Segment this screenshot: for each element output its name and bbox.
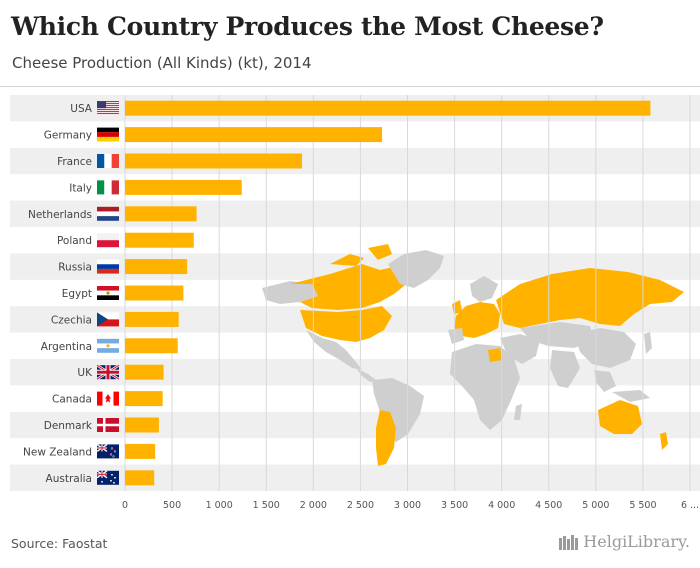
category-label: Australia: [46, 473, 92, 485]
category-label: UK: [77, 367, 93, 379]
bar: [125, 153, 303, 169]
category-label: Netherlands: [28, 209, 92, 221]
brand-name: HelgiLibrary.: [583, 532, 690, 551]
bar: [125, 285, 184, 301]
bar-chart: USA Germany France Italy Netherlands Poland Ru…: [10, 95, 700, 511]
map-china: [574, 328, 636, 368]
poland-flag-icon: [97, 233, 119, 248]
denmark-flag-icon: [97, 418, 119, 432]
map-arctic-islands: [330, 244, 392, 266]
map-egypt: [488, 348, 502, 362]
x-tick-label: 1 000: [206, 500, 233, 511]
x-tick-label: 5 500: [629, 500, 656, 511]
bar: [125, 179, 242, 195]
brand-logo: HelgiLibrary.: [558, 532, 690, 551]
map-japan: [644, 332, 652, 354]
argentina-flag-icon: [97, 338, 119, 353]
world-map-icon: [262, 244, 684, 466]
map-central-asia: [520, 322, 594, 348]
map-new-zealand: [660, 432, 668, 450]
category-label: Russia: [58, 262, 92, 274]
map-central-america: [356, 368, 376, 382]
chart-subtitle: Cheese Production (All Kinds) (kt), 2014: [12, 54, 312, 72]
bar: [125, 127, 383, 143]
map-canada: [290, 264, 410, 310]
source-note: Source: Faostat: [11, 536, 108, 551]
map-australia: [598, 400, 642, 434]
x-tick-label: 4 000: [488, 500, 515, 511]
italy-flag-icon: [97, 180, 119, 195]
x-tick-label: 500: [163, 500, 181, 511]
australia-flag-icon: [96, 470, 119, 485]
netherlands-flag-icon: [97, 206, 119, 221]
category-label: Argentina: [41, 341, 92, 353]
x-tick-label: 2 000: [300, 500, 327, 511]
x-tick-label: 4 500: [535, 500, 562, 511]
header-divider: [0, 86, 700, 87]
bar: [125, 443, 156, 459]
map-greenland: [388, 250, 444, 288]
x-tick-label: 6 ...: [681, 500, 699, 511]
map-argentina: [376, 410, 396, 466]
x-tick-label: 5 000: [582, 500, 609, 511]
map-iberia: [448, 328, 464, 344]
bar: [125, 364, 164, 380]
bar: [125, 338, 178, 354]
map-scandinavia: [470, 276, 498, 302]
bar: [125, 259, 188, 275]
map-southeast-asia: [594, 370, 650, 402]
map-europe: [454, 302, 500, 338]
bar: [125, 470, 155, 486]
category-label: Denmark: [44, 420, 93, 432]
map-india: [550, 350, 580, 388]
category-label: New Zealand: [23, 446, 92, 458]
chart-title: Which Country Produces the Most Cheese?: [11, 12, 604, 41]
france-flag-icon: [97, 154, 119, 168]
map-alaska: [262, 281, 318, 304]
bar: [125, 232, 194, 248]
bar: [125, 311, 179, 327]
category-label: France: [57, 156, 92, 168]
category-label: Czechia: [51, 314, 92, 326]
egypt-flag-icon: [97, 286, 119, 300]
bar: [125, 100, 651, 116]
map-usa: [300, 306, 392, 342]
category-label: Poland: [57, 235, 92, 247]
uk-flag-icon: [96, 364, 120, 381]
new-zealand-flag-icon: [96, 443, 119, 459]
bar: [125, 417, 159, 433]
category-label: Germany: [44, 130, 92, 142]
category-label: Italy: [69, 182, 92, 194]
x-tick-label: 3 000: [394, 500, 421, 511]
czechia-flag-icon: [97, 312, 119, 327]
canada-flag-icon: [97, 391, 119, 406]
russia-flag-icon: [97, 259, 119, 274]
x-tick-label: 0: [122, 500, 128, 511]
map-mexico: [306, 330, 362, 370]
us-flag-icon: [97, 101, 119, 116]
category-label: USA: [70, 103, 93, 115]
x-tick-label: 2 500: [347, 500, 374, 511]
x-tick-label: 3 500: [441, 500, 468, 511]
map-madagascar: [514, 404, 522, 420]
library-icon: [559, 534, 579, 550]
bar: [125, 391, 163, 407]
germany-flag-icon: [97, 127, 119, 142]
bar: [125, 206, 197, 222]
category-label: Canada: [52, 394, 92, 406]
category-label: Egypt: [62, 288, 92, 300]
x-tick-label: 1 500: [253, 500, 280, 511]
map-russia: [496, 268, 684, 328]
map-africa: [450, 344, 520, 430]
